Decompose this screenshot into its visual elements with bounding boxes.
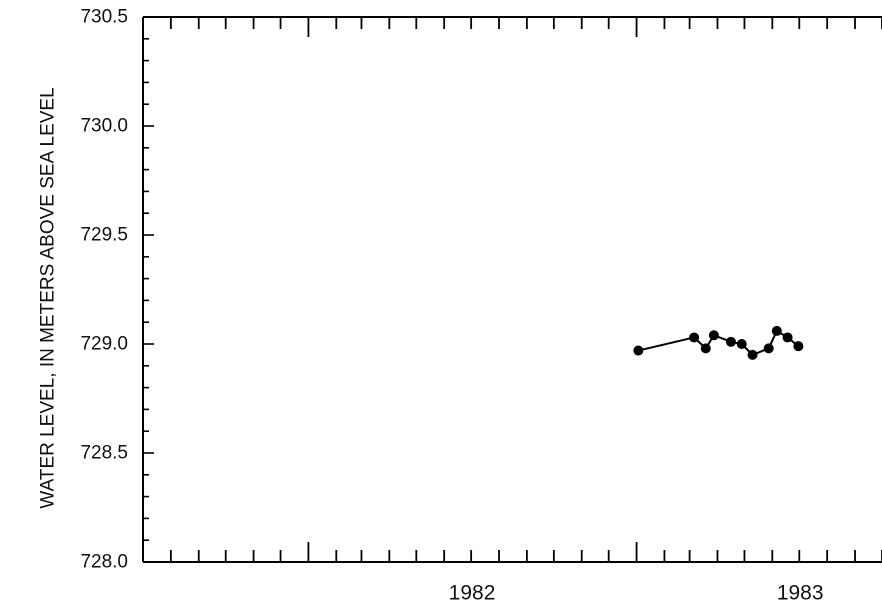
x-tick-label: 1982 <box>449 582 496 605</box>
y-axis-title: WATER LEVEL, IN METERS ABOVE SEA LEVEL <box>38 87 59 508</box>
axes: 728.0 728.5 729.0 729.5 730.0 730.5 1982 1983 <box>80 7 882 605</box>
y-tick-label: 730.0 <box>80 116 128 137</box>
data-point <box>793 341 804 352</box>
data-point <box>725 336 736 347</box>
y-tick-label: 729.0 <box>80 334 128 355</box>
y-tick-label: 729.5 <box>80 225 128 246</box>
data-point <box>736 339 747 349</box>
y-tick-label: 728.0 <box>80 552 128 573</box>
series-layer <box>633 325 804 360</box>
y-tick-label: 730.5 <box>80 7 128 28</box>
data-point <box>633 345 644 356</box>
x-tick-label: 1983 <box>777 582 824 605</box>
data-point <box>782 332 793 343</box>
data-point <box>763 343 774 354</box>
data-point <box>747 349 758 360</box>
data-point <box>708 330 719 341</box>
data-point <box>771 325 782 336</box>
data-point <box>689 332 700 343</box>
data-point <box>700 343 711 354</box>
y-tick-label: 728.5 <box>80 443 128 464</box>
